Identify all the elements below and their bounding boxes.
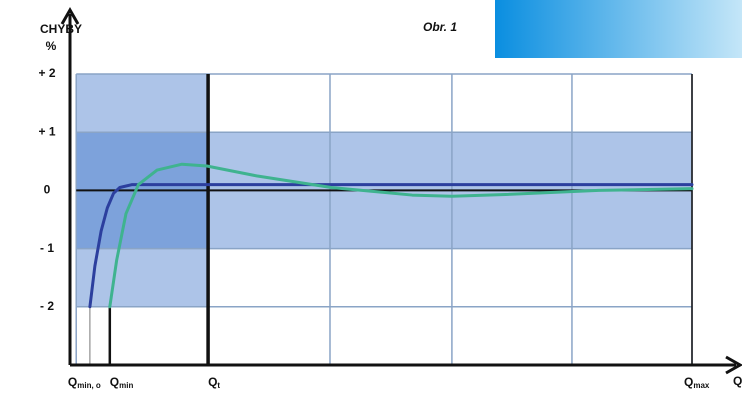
x-axis-arrow (725, 355, 742, 375)
y-tick-label: + 2 (38, 66, 55, 80)
y-axis-unit: % (46, 39, 57, 53)
x-tick-label-sub: max (693, 381, 710, 390)
x-tick-label: Qmax (684, 375, 710, 390)
x-tick-label-main: Q (684, 375, 693, 389)
x-axis-label: Q (733, 374, 742, 388)
x-tick-label-main: Q (110, 375, 119, 389)
x-tick-label-main: Q (68, 375, 77, 389)
y-tick-label: - 1 (40, 241, 54, 255)
x-tick-label-sub: min (119, 381, 133, 390)
header-decoration (495, 0, 742, 58)
x-tick-label: Qmin, o (68, 375, 101, 390)
x-tick-label: Qmin (110, 375, 134, 390)
x-tick-label: Qt (208, 375, 220, 390)
x-tick-label-sub: t (217, 381, 220, 390)
error-curve (108, 162, 694, 309)
y-tick-label: + 1 (38, 124, 55, 138)
x-tick-label-sub: min, o (77, 381, 101, 390)
figure-label: Obr. 1 (423, 20, 457, 34)
y-axis-label: CHYBY (40, 22, 82, 36)
y-tick-label: 0 (44, 183, 51, 197)
error-curve (88, 183, 694, 309)
x-tick-label-main: Q (208, 375, 217, 389)
y-tick-label: - 2 (40, 299, 54, 313)
y-axis-arrow (60, 6, 80, 25)
